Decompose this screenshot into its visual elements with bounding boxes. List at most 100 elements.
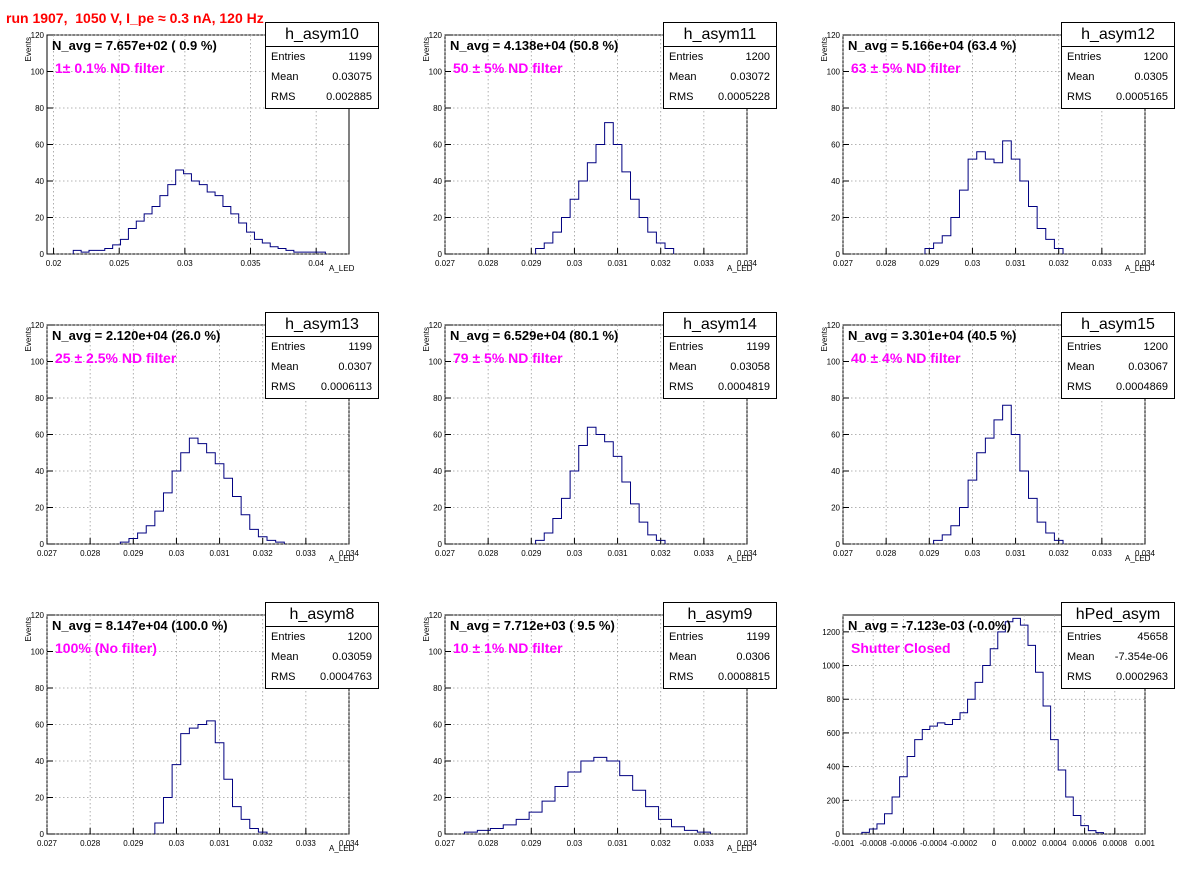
x-tick-label: 0.03 [965,549,981,558]
x-tick-label: 0.027 [435,549,456,558]
entries-value: 1200 [1143,51,1168,63]
x-tick-label: 0.027 [833,259,854,268]
stats-row-rms: RMS 0.0004869 [1062,377,1174,397]
mean-label: Mean [669,71,697,83]
stats-row-mean: Mean 0.03058 [664,357,776,377]
filter-label: 100% (No filter) [55,640,157,656]
y-tick-label: 40 [831,467,840,476]
n-avg-label: N_avg = 3.301e+04 (40.5 %) [848,328,1017,343]
entries-value: 45658 [1137,631,1168,643]
x-tick-label: 0.032 [1049,549,1070,558]
histogram-name: hPed_asym [1062,603,1174,627]
x-tick-label: 0.0004 [1042,839,1067,848]
x-tick-label: 0.027 [435,259,456,268]
histogram-series [861,617,1104,834]
y-tick-label: 100 [827,358,841,367]
histogram-name: h_asym8 [266,603,378,627]
x-tick-label: 0.02 [46,259,62,268]
y-axis-label: Events [422,617,431,641]
entries-value: 1199 [746,341,770,353]
y-tick-label: 60 [433,141,442,150]
histogram-series [119,437,285,544]
rms-label: RMS [669,671,694,683]
y-tick-label: 0 [40,830,45,839]
y-tick-label: 0 [836,250,841,259]
x-tick-label: 0.031 [1006,549,1027,558]
histogram-name: h_asym12 [1062,23,1174,47]
x-tick-label: 0.0006 [1072,839,1097,848]
stats-row-mean: Mean 0.03072 [664,67,776,87]
y-tick-label: 100 [429,358,443,367]
mean-label: Mean [271,651,299,663]
x-tick-label: 0.035 [241,259,262,268]
y-tick-label: 60 [35,431,44,440]
x-tick-label: 0.028 [80,549,101,558]
entries-value: 1200 [347,631,372,643]
rms-value: 0.0008815 [718,671,770,683]
mean-value: 0.0305 [1134,71,1168,83]
y-tick-label: 120 [827,31,841,40]
stats-row-entries: Entries 1199 [664,627,776,647]
y-tick-label: 40 [35,467,44,476]
y-axis-label: Events [422,327,431,351]
y-tick-label: 120 [429,611,443,620]
x-tick-label: 0.028 [478,259,499,268]
stats-row-rms: RMS 0.0002963 [1062,667,1174,687]
stats-box: h_asym8 Entries 1200 Mean 0.03059 RMS 0.000476… [265,602,379,689]
x-axis-label: A_LED [727,844,753,853]
x-tick-label: 0.032 [651,549,672,558]
y-tick-label: 40 [433,467,442,476]
stats-row-mean: Mean 0.0306 [664,647,776,667]
y-tick-label: 40 [831,177,840,186]
y-tick-label: 0 [438,540,443,549]
x-tick-label: 0.031 [210,549,231,558]
stats-row-entries: Entries 1200 [266,627,378,647]
y-tick-label: 20 [35,214,44,223]
y-axis-label: Events [24,617,33,641]
mean-label: Mean [271,361,299,373]
y-tick-label: 60 [35,141,44,150]
stats-box: h_asym14 Entries 1199 Mean 0.03058 RMS 0.00048… [663,312,777,399]
filter-label: 63 ± 5% ND filter [851,60,961,76]
page-title: run 1907, 1050 V, I_pe ≈ 0.3 nA, 120 Hz [6,10,264,26]
y-tick-label: 20 [433,504,442,513]
y-tick-label: 80 [35,394,44,403]
rms-value: 0.0005165 [1116,91,1168,103]
x-tick-label: 0.029 [919,549,940,558]
y-tick-label: 60 [831,141,840,150]
x-tick-label: 0.033 [694,839,715,848]
y-tick-label: 100 [429,68,443,77]
stats-row-rms: RMS 0.0005165 [1062,87,1174,107]
y-tick-label: 20 [35,794,44,803]
y-axis-label: Events [820,37,829,61]
filter-label: 10 ± 1% ND filter [453,640,563,656]
entries-label: Entries [669,341,704,353]
x-tick-label: 0.032 [651,259,672,268]
x-tick-label: 0.032 [651,839,672,848]
x-tick-label: 0.027 [435,839,456,848]
x-axis-label: A_LED [329,264,355,273]
y-tick-label: 100 [827,68,841,77]
x-axis-label: A_LED [727,554,753,563]
x-tick-label: 0.032 [1049,259,1070,268]
x-tick-label: 0.034 [737,549,758,558]
x-tick-label: 0.031 [608,839,629,848]
x-tick-label: 0.027 [37,839,58,848]
n-avg-label: N_avg = 7.712e+03 ( 9.5 %) [450,618,615,633]
stats-row-mean: Mean -7.354e-06 [1062,647,1174,667]
histogram-panel-h_asym13: 0.027 0.028 0.029 0.03 0.031 0.032 0.033 0.034 0… [0,290,398,580]
stats-row-mean: Mean 0.03075 [266,67,378,87]
stats-row-entries: Entries 1200 [664,47,776,67]
y-tick-label: 100 [429,648,443,657]
histogram-svg: 0.027 0.028 0.029 0.03 0.031 0.032 0.033 0.034 0… [24,611,360,853]
x-tick-label: 0.03 [169,549,185,558]
histogram-panel-h_asym15: 0.027 0.028 0.029 0.03 0.031 0.032 0.033 0.034 0… [796,290,1194,580]
stats-row-rms: RMS 0.0004763 [266,667,378,687]
rms-value: 0.0004869 [1116,381,1168,393]
y-tick-label: 40 [433,177,442,186]
n-avg-label: N_avg = 8.147e+04 (100.0 %) [52,618,228,633]
histogram-svg: 0.027 0.028 0.029 0.03 0.031 0.032 0.033 0.034 0… [820,31,1156,273]
rms-value: 0.0005228 [718,91,770,103]
filter-label: 50 ± 5% ND filter [453,60,563,76]
y-tick-label: 600 [827,729,841,738]
